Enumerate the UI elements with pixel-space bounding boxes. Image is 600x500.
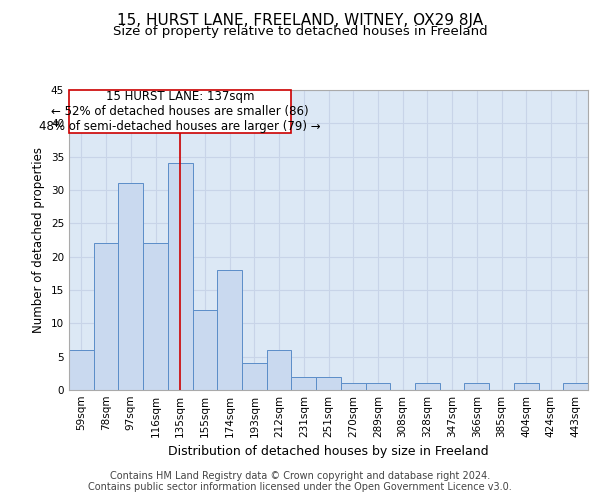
Bar (118, 184, 143, 390)
Text: Contains HM Land Registry data © Crown copyright and database right 2024.
Contai: Contains HM Land Registry data © Crown c… (88, 471, 512, 492)
Bar (217, 270, 242, 390)
Bar (415, 384, 440, 390)
Bar (316, 376, 341, 390)
FancyBboxPatch shape (69, 90, 292, 134)
Bar (143, 244, 168, 390)
Text: 15, HURST LANE, FREELAND, WITNEY, OX29 8JA: 15, HURST LANE, FREELAND, WITNEY, OX29 8… (117, 12, 483, 28)
Bar (292, 376, 316, 390)
Bar (193, 310, 217, 390)
Bar (94, 244, 118, 390)
Bar (514, 384, 539, 390)
Text: Size of property relative to detached houses in Freeland: Size of property relative to detached ho… (113, 25, 487, 38)
Bar (242, 364, 267, 390)
Text: 15 HURST LANE: 137sqm
← 52% of detached houses are smaller (86)
48% of semi-deta: 15 HURST LANE: 137sqm ← 52% of detached … (40, 90, 321, 133)
Bar (69, 350, 94, 390)
Bar (341, 384, 365, 390)
Bar (365, 384, 390, 390)
Bar (563, 384, 588, 390)
Y-axis label: Number of detached properties: Number of detached properties (32, 147, 46, 333)
X-axis label: Distribution of detached houses by size in Freeland: Distribution of detached houses by size … (168, 446, 489, 458)
Bar (464, 384, 489, 390)
Bar (267, 350, 292, 390)
Bar (168, 164, 193, 390)
